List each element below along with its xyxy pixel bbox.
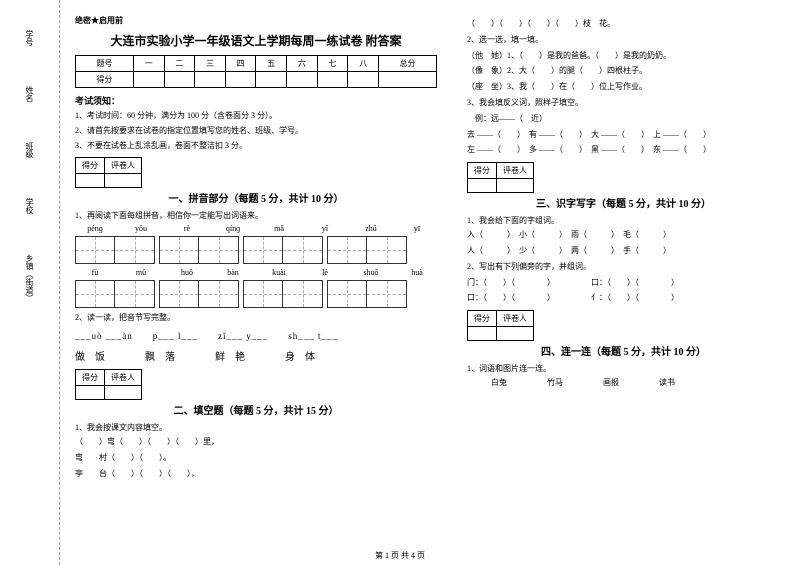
- part-2-title: 二、填空题（每题 5 分，共计 15 分）: [75, 402, 437, 417]
- pinyin-row-1: pénɡyǒurèqínɡmǎyǐzhūyī: [75, 224, 437, 233]
- rt-6: （座 坐）3、我（ ）在（ ）位上写作业。: [467, 81, 780, 94]
- part-3-title: 三、识字写字（每题 5 分，共计 10 分）: [467, 195, 780, 210]
- right-column: （ ）（ ）（ ）（ ）枝 花。 2、选一选，填一填。 （他 她）1、（ ）是我…: [467, 15, 780, 555]
- bind-label-4: 乡镇（街道）: [24, 254, 35, 302]
- binding-margin: 学号 姓名 班级 学校 乡镇（街道）: [0, 0, 60, 565]
- bind-label-0: 学号: [24, 30, 35, 46]
- left-column: 绝密★启用前 大连市实验小学一年级语文上学期每周一练试卷 附答案 题号一二三四五…: [75, 15, 437, 555]
- q3-1: 1、我会给下面的字组词。: [467, 215, 780, 226]
- q4-words: 白兔 竹马 画报 读书: [467, 377, 780, 390]
- q2-line-2: 亭 台（ ）（ ）（ ），: [75, 468, 437, 481]
- q3-l0: 入（ ） 小（ ） 雨（ ） 毛（ ）: [467, 229, 780, 242]
- q3-l7: 口：（ ）（ ） 亻：（ ）（ ）: [467, 292, 780, 305]
- score-mini-4: 得分评卷人: [467, 310, 534, 341]
- pinyin-row-2: fùmǔhuǒbànkuàilèshuōhuà: [75, 268, 437, 277]
- rt-4: （像 象）2、大（ ）的腿（ ）四根柱子。: [467, 65, 780, 78]
- rt-7: 3、我会填反义词，照样子填空。: [467, 97, 780, 110]
- q2-line-1: 弯 村（ ）（ ）。: [75, 452, 437, 465]
- notice-list: 1、考试时间：60 分钟，满分为 100 分（含卷面分 3 分）。 2、请首先按…: [75, 110, 437, 152]
- q3-l5: 门：（ ）（ ） 口：（ ）（ ）: [467, 277, 780, 290]
- rt-13: 左 ——（ ） 多 ——（ ） 黑 ——（ ） 东 ——（ ）: [467, 144, 780, 157]
- q1-1: 1、再阅读下面每组拼音，相信你一定能写出词语来。: [75, 210, 437, 221]
- q4-1: 1、词语和图片连一连。: [467, 363, 780, 374]
- bind-label-1: 姓名: [24, 86, 35, 102]
- bind-label-2: 班级: [24, 142, 35, 158]
- part-1-title: 一、拼音部分（每题 5 分，共计 10 分）: [75, 190, 437, 205]
- score-table: 题号一二三四五六七八总分 得分: [75, 55, 437, 88]
- q2-line-0: （ ）弯（ ）（ ）（ ）里，: [75, 436, 437, 449]
- rt-0: （ ）（ ）（ ）（ ）枝 花。: [467, 18, 780, 31]
- score-mini-3: 得分评卷人: [467, 162, 534, 193]
- score-mini-2: 得分评卷人: [75, 369, 142, 400]
- q3-l3: 2、写出有下列偏旁的字，并组词。: [467, 261, 780, 274]
- rt-9: 例：远——（ 近）: [467, 113, 780, 126]
- rt-1: 2、选一选，填一填。: [467, 34, 780, 47]
- confidential-label: 绝密★启用前: [75, 15, 437, 26]
- tian-row-2: [75, 280, 437, 308]
- q1-2: 2、读一读，把音节写完整。: [75, 312, 437, 323]
- bind-label-3: 学校: [24, 198, 35, 214]
- fill-row: ___uò ___àn p___ l___ zǐ___ y___ sh___ t…: [75, 329, 437, 342]
- hanzi-row: 做 饭飘 落鲜 艳身 体: [75, 348, 437, 363]
- page-footer: 第 1 页 共 4 页: [0, 550, 800, 561]
- exam-title: 大连市实验小学一年级语文上学期每周一练试卷 附答案: [75, 32, 437, 49]
- q3-l2: 人（ ） 少（ ） 两（ ） 手（ ）: [467, 245, 780, 258]
- rt-2: （他 她）1、（ ）是我的爸爸。（ ）是我的奶奶。: [467, 50, 780, 63]
- notice-head: 考试须知：: [75, 94, 437, 107]
- q2-1: 1、我会按课文内容填空。: [75, 422, 437, 433]
- score-mini-1: 得分评卷人: [75, 157, 142, 188]
- part-4-title: 四、连一连（每题 5 分，共计 10 分）: [467, 343, 780, 358]
- tian-row-1: [75, 236, 437, 264]
- rt-11: 去 ——（ ） 有 ——（ ） 大 ——（ ） 上 ——（ ）: [467, 129, 780, 142]
